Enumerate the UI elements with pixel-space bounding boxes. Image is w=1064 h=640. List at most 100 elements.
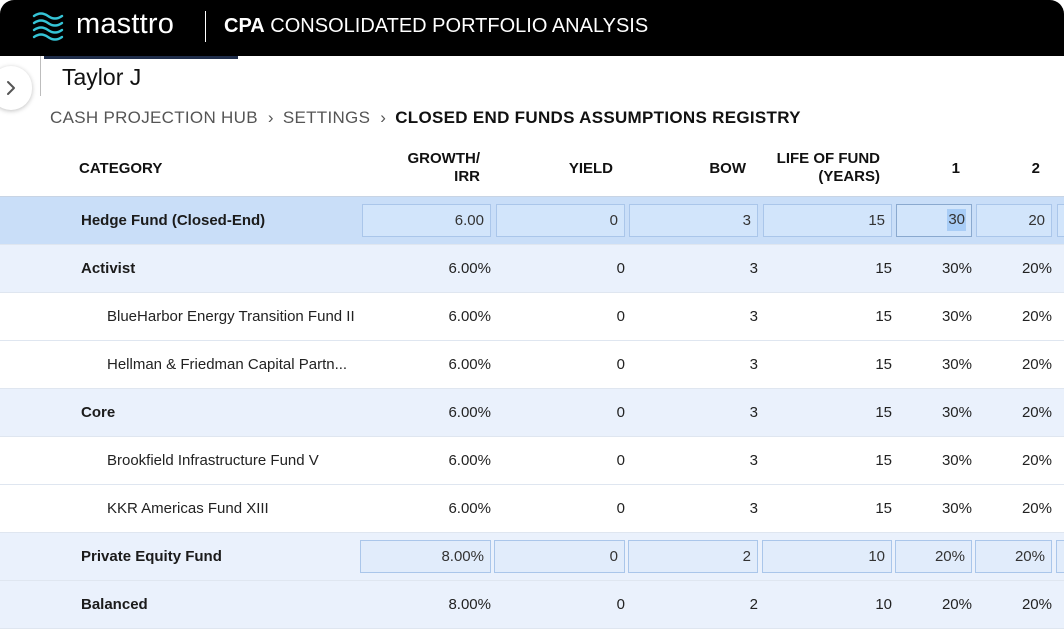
bow-cell[interactable]: 3 bbox=[749, 260, 758, 277]
column-header-year-2[interactable]: 2 bbox=[1031, 160, 1040, 177]
bow-cell[interactable]: 3 bbox=[749, 500, 758, 517]
column-header-yield[interactable]: YIELD bbox=[568, 160, 613, 177]
year-1-cell[interactable]: 30% bbox=[941, 452, 972, 469]
year-1-input[interactable]: 30 bbox=[896, 204, 972, 237]
table-row-core[interactable]: Core 6.00% 0 3 15 30% 20% bbox=[0, 389, 1064, 437]
yield-cell[interactable]: 0 bbox=[616, 308, 625, 325]
column-header-growth-line2: IRR bbox=[454, 168, 480, 185]
year-1-cell[interactable]: 20% bbox=[941, 596, 972, 613]
app-title-acronym: CPA bbox=[224, 15, 265, 37]
growth-irr-cell[interactable]: 6.00% bbox=[448, 500, 491, 517]
bow-cell[interactable]: 2 bbox=[749, 596, 758, 613]
bow-cell[interactable]: 3 bbox=[749, 452, 758, 469]
yield-cell[interactable]: 0 bbox=[616, 260, 625, 277]
growth-irr-cell[interactable]: 8.00% bbox=[448, 596, 491, 613]
accent-line bbox=[44, 56, 238, 59]
row-name: Balanced bbox=[81, 596, 148, 613]
life-of-fund-cell[interactable]: 10 bbox=[875, 596, 892, 613]
column-header-bow[interactable]: BOW bbox=[709, 160, 746, 177]
growth-irr-cell[interactable]: 6.00% bbox=[448, 260, 491, 277]
breadcrumb: CASH PROJECTION HUB › SETTINGS › CLOSED END … bbox=[50, 106, 801, 130]
row-name: Brookfield Infrastructure Fund V bbox=[107, 452, 319, 469]
yield-cell[interactable]: 0 bbox=[616, 596, 625, 613]
table-row-kkr-americas[interactable]: KKR Americas Fund XIII 6.00% 0 3 15 30% … bbox=[0, 485, 1064, 533]
year-2-cell[interactable]: 20% bbox=[1021, 260, 1052, 277]
growth-irr-cell[interactable]: 6.00% bbox=[448, 356, 491, 373]
table-row-hedge-fund[interactable]: Hedge Fund (Closed-End) 6.00 0 3 15 30 2… bbox=[0, 197, 1064, 245]
column-header-category[interactable]: CATEGORY bbox=[79, 160, 163, 177]
life-of-fund-cell[interactable]: 15 bbox=[875, 452, 892, 469]
year-2-cell[interactable]: 20% bbox=[1021, 356, 1052, 373]
table-row-blueharbor[interactable]: BlueHarbor Energy Transition Fund II 6.0… bbox=[0, 293, 1064, 341]
masttro-logo-icon bbox=[32, 12, 64, 41]
yield-cell[interactable]: 0 bbox=[616, 500, 625, 517]
life-of-fund-cell[interactable]: 15 bbox=[875, 308, 892, 325]
row-name: Hedge Fund (Closed-End) bbox=[81, 212, 266, 229]
bow-input[interactable]: 2 bbox=[628, 540, 758, 573]
year-1-cell[interactable]: 30% bbox=[941, 260, 972, 277]
bow-cell[interactable]: 3 bbox=[749, 356, 758, 373]
breadcrumb-separator: › bbox=[267, 108, 274, 127]
year-1-value: 30 bbox=[947, 209, 966, 231]
year-1-cell[interactable]: 30% bbox=[941, 500, 972, 517]
year-1-value: 20% bbox=[934, 548, 965, 565]
yield-cell[interactable]: 0 bbox=[616, 452, 625, 469]
brand-name[interactable]: masttro bbox=[76, 8, 175, 40]
column-header-life-line2: (YEARS) bbox=[818, 168, 880, 185]
row-name: Private Equity Fund bbox=[81, 548, 222, 565]
yield-input[interactable]: 0 bbox=[496, 204, 625, 237]
growth-irr-cell[interactable]: 6.00% bbox=[448, 404, 491, 421]
breadcrumb-current: CLOSED END FUNDS ASSUMPTIONS REGISTRY bbox=[395, 108, 801, 127]
life-of-fund-value: 10 bbox=[868, 548, 885, 565]
table-row-hellman-friedman[interactable]: Hellman & Friedman Capital Partn... 6.00… bbox=[0, 341, 1064, 389]
life-of-fund-cell[interactable]: 15 bbox=[875, 404, 892, 421]
row-name: Hellman & Friedman Capital Partn... bbox=[107, 356, 348, 373]
yield-cell[interactable]: 0 bbox=[616, 404, 625, 421]
life-of-fund-cell[interactable]: 15 bbox=[875, 260, 892, 277]
breadcrumb-cash-projection-hub[interactable]: CASH PROJECTION HUB bbox=[50, 108, 258, 127]
table-header: CATEGORY GROWTH/ IRR YIELD BOW LIFE OF F… bbox=[0, 140, 1064, 197]
expand-sidebar-button[interactable] bbox=[0, 66, 32, 110]
table-row-activist[interactable]: Activist 6.00% 0 3 15 30% 20% bbox=[0, 245, 1064, 293]
column-header-life-of-fund[interactable]: LIFE OF FUND (YEARS) bbox=[760, 150, 880, 186]
year-2-cell[interactable]: 20% bbox=[1021, 308, 1052, 325]
year-2-cell[interactable]: 20% bbox=[1021, 404, 1052, 421]
bow-value: 3 bbox=[742, 212, 751, 229]
table-row-private-equity[interactable]: Private Equity Fund 8.00% 0 2 10 20% 20% bbox=[0, 533, 1064, 581]
life-of-fund-cell[interactable]: 15 bbox=[875, 500, 892, 517]
bow-input[interactable]: 3 bbox=[629, 204, 758, 237]
year-2-value: 20% bbox=[1014, 548, 1045, 565]
year-3-input[interactable] bbox=[1056, 540, 1064, 573]
growth-irr-cell[interactable]: 6.00% bbox=[448, 452, 491, 469]
year-2-cell[interactable]: 20% bbox=[1021, 500, 1052, 517]
column-header-growth-irr[interactable]: GROWTH/ IRR bbox=[380, 150, 481, 186]
year-1-cell[interactable]: 30% bbox=[941, 404, 972, 421]
growth-irr-cell[interactable]: 6.00% bbox=[448, 308, 491, 325]
life-of-fund-input[interactable]: 15 bbox=[763, 204, 892, 237]
year-2-cell[interactable]: 20% bbox=[1021, 596, 1052, 613]
growth-irr-input[interactable]: 6.00 bbox=[362, 204, 491, 237]
year-1-cell[interactable]: 30% bbox=[941, 356, 972, 373]
life-of-fund-input[interactable]: 10 bbox=[762, 540, 892, 573]
year-1-input[interactable]: 20% bbox=[895, 540, 972, 573]
sidebar-divider bbox=[40, 56, 41, 96]
bow-cell[interactable]: 3 bbox=[749, 404, 758, 421]
yield-cell[interactable]: 0 bbox=[616, 356, 625, 373]
bow-value: 2 bbox=[742, 548, 751, 565]
growth-irr-value: 8.00% bbox=[441, 548, 484, 565]
breadcrumb-settings[interactable]: SETTINGS bbox=[282, 108, 371, 127]
yield-input[interactable]: 0 bbox=[494, 540, 625, 573]
year-3-input[interactable] bbox=[1057, 204, 1064, 237]
bow-cell[interactable]: 3 bbox=[749, 308, 758, 325]
year-2-input[interactable]: 20 bbox=[976, 204, 1052, 237]
growth-irr-input[interactable]: 8.00% bbox=[360, 540, 491, 573]
column-header-growth-line1: GROWTH/ bbox=[407, 150, 481, 167]
table-row-brookfield[interactable]: Brookfield Infrastructure Fund V 6.00% 0… bbox=[0, 437, 1064, 485]
table-row-balanced[interactable]: Balanced 8.00% 0 2 10 20% 20% bbox=[0, 581, 1064, 629]
year-1-cell[interactable]: 30% bbox=[941, 308, 972, 325]
life-of-fund-cell[interactable]: 15 bbox=[875, 356, 892, 373]
year-2-input[interactable]: 20% bbox=[975, 540, 1052, 573]
year-2-cell[interactable]: 20% bbox=[1021, 452, 1052, 469]
column-header-year-1[interactable]: 1 bbox=[951, 160, 960, 177]
app-title: CPA CONSOLIDATED PORTFOLIO ANALYSIS bbox=[224, 14, 648, 38]
